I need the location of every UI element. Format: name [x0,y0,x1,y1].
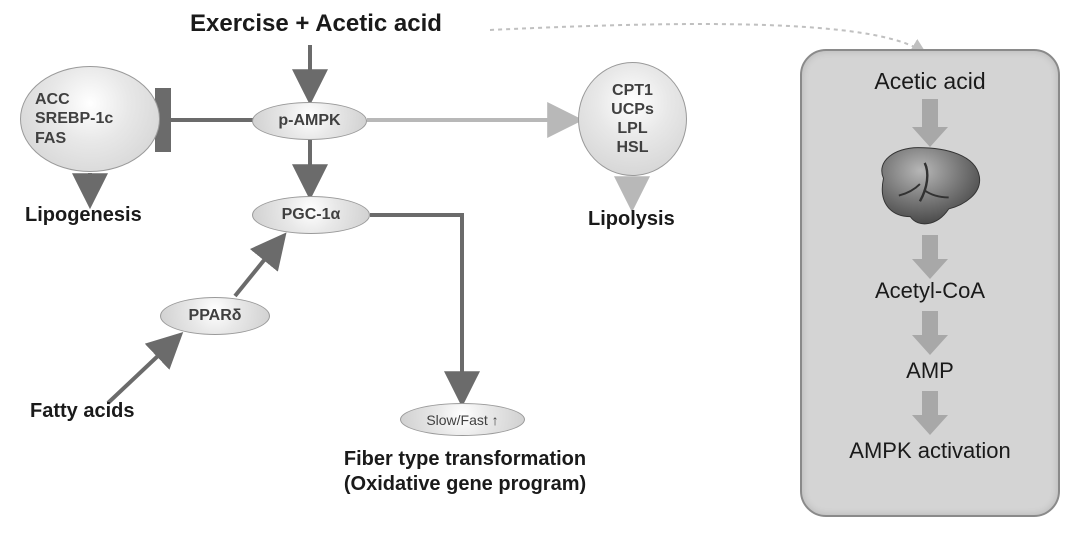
node-lipogenesis-line1: ACC [35,90,70,109]
node-lipolysis-line1: CPT1 [612,81,653,100]
node-lipogenesis-line3: FAS [35,129,66,148]
label-fiber-line1: Fiber type transformation [310,448,620,471]
label-lipogenesis: Lipogenesis [25,204,142,227]
edge-title-to-sidepanel [490,24,920,50]
edge-pgc1a-to-slowfast [370,215,462,400]
node-pgc1a: PGC-1α [252,196,370,234]
edge-fatty-to-ppard [108,337,178,403]
node-ppard: PPARδ [160,297,270,335]
node-pampk-label: p-AMPK [278,112,340,130]
label-fatty-acids: Fatty acids [30,400,134,423]
node-lipolysis-genes: CPT1 UCPs LPL HSL [578,62,687,176]
node-lipolysis-line3: LPL [617,119,647,138]
label-fiber-line2: (Oxidative gene program) [310,473,620,496]
node-pgc1a-label: PGC-1α [282,206,341,224]
node-lipolysis-line4: HSL [617,138,649,157]
node-ppard-label: PPARδ [189,307,242,325]
node-lipolysis-line2: UCPs [611,100,654,119]
label-lipolysis: Lipolysis [588,208,675,231]
node-lipogenesis-genes: ACC SREBP-1c FAS [20,66,160,172]
side-arrows [800,49,1060,517]
node-slowfast-label: Slow/Fast ↑ [426,412,498,428]
node-pampk: p-AMPK [252,102,367,140]
edge-ppard-to-pgc1a [235,238,282,296]
node-lipogenesis-line2: SREBP-1c [35,109,113,128]
node-slowfast: Slow/Fast ↑ [400,403,525,436]
title: Exercise + Acetic acid [190,10,442,38]
